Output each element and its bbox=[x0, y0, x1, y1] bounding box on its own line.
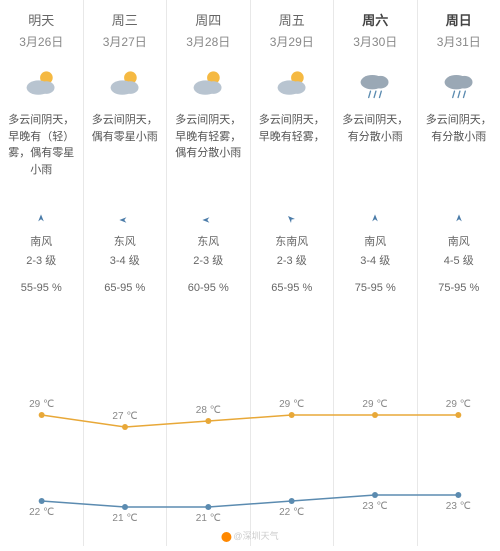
humidity: 65-95 % bbox=[271, 282, 312, 294]
day-column: 明天 3月26日 多云间阴天，早晚有（轻）雾，偶有零星小雨 南风 2-3 级 5… bbox=[0, 0, 84, 546]
weather-description: 多云间阴天，有分散小雨 bbox=[418, 112, 500, 207]
weather-icon bbox=[23, 66, 59, 102]
weather-icon bbox=[274, 66, 310, 102]
humidity: 65-95 % bbox=[104, 282, 145, 294]
weather-description: 多云间阴天，早晚有轻雾，偶有分散小雨 bbox=[167, 112, 250, 207]
weather-icon bbox=[441, 66, 477, 102]
weather-icon bbox=[190, 66, 226, 102]
humidity: 55-95 % bbox=[21, 282, 62, 294]
wind-arrow-icon bbox=[118, 213, 132, 227]
wind-arrow-icon bbox=[201, 213, 215, 227]
watermark: @深圳天气 bbox=[221, 529, 278, 542]
day-column: 周五 3月29日 多云间阴天，早晚有轻雾， 东南风 2-3 级 65-95 % bbox=[251, 0, 335, 546]
wind-direction: 南风 bbox=[30, 233, 52, 249]
watermark-text: @深圳天气 bbox=[233, 531, 278, 541]
weather-icon bbox=[357, 66, 393, 102]
weather-description: 多云间阴天，偶有零星小雨 bbox=[84, 112, 167, 207]
wind-arrow-icon bbox=[368, 213, 382, 227]
weather-description: 多云间阴天，早晚有（轻）雾，偶有零星小雨 bbox=[0, 112, 83, 207]
day-date: 3月29日 bbox=[270, 33, 314, 50]
wind-direction: 东风 bbox=[114, 233, 136, 249]
day-column: 周日 3月31日 多云间阴天，有分散小雨 南风 4-5 级 75-95 % bbox=[418, 0, 500, 546]
weather-description: 多云间阴天，早晚有轻雾， bbox=[251, 112, 334, 207]
wind-level: 2-3 级 bbox=[193, 252, 223, 268]
weather-description: 多云间阴天，有分散小雨 bbox=[334, 112, 417, 207]
weather-icon bbox=[107, 66, 143, 102]
forecast-grid: 明天 3月26日 多云间阴天，早晚有（轻）雾，偶有零星小雨 南风 2-3 级 5… bbox=[0, 0, 500, 546]
day-column: 周三 3月27日 多云间阴天，偶有零星小雨 东风 3-4 级 65-95 % bbox=[84, 0, 168, 546]
humidity: 60-95 % bbox=[188, 282, 229, 294]
humidity: 75-95 % bbox=[438, 282, 479, 294]
wind-level: 3-4 级 bbox=[110, 252, 140, 268]
day-name: 周六 bbox=[362, 10, 388, 29]
wind-level: 3-4 级 bbox=[360, 252, 390, 268]
wind-arrow-icon bbox=[452, 213, 466, 227]
wind-arrow-icon bbox=[285, 213, 299, 227]
day-date: 3月26日 bbox=[19, 33, 63, 50]
day-date: 3月28日 bbox=[186, 33, 230, 50]
wind-direction: 东南风 bbox=[275, 233, 308, 249]
day-column: 周六 3月30日 多云间阴天，有分散小雨 南风 3-4 级 75-95 % bbox=[334, 0, 418, 546]
day-name: 周日 bbox=[446, 10, 472, 29]
day-name: 周五 bbox=[279, 10, 305, 29]
day-column: 周四 3月28日 多云间阴天，早晚有轻雾，偶有分散小雨 东风 2-3 级 60-… bbox=[167, 0, 251, 546]
wind-level: 2-3 级 bbox=[26, 252, 56, 268]
day-name: 周四 bbox=[195, 10, 221, 29]
wind-arrow-icon bbox=[34, 213, 48, 227]
day-name: 明天 bbox=[28, 10, 54, 29]
wind-level: 2-3 级 bbox=[277, 252, 307, 268]
day-date: 3月30日 bbox=[353, 33, 397, 50]
wind-direction: 南风 bbox=[364, 233, 386, 249]
wind-direction: 南风 bbox=[448, 233, 470, 249]
day-date: 3月31日 bbox=[437, 33, 481, 50]
wind-direction: 东风 bbox=[197, 233, 219, 249]
wind-level: 4-5 级 bbox=[444, 252, 474, 268]
humidity: 75-95 % bbox=[355, 282, 396, 294]
weibo-icon bbox=[221, 532, 231, 542]
day-name: 周三 bbox=[112, 10, 138, 29]
day-date: 3月27日 bbox=[103, 33, 147, 50]
